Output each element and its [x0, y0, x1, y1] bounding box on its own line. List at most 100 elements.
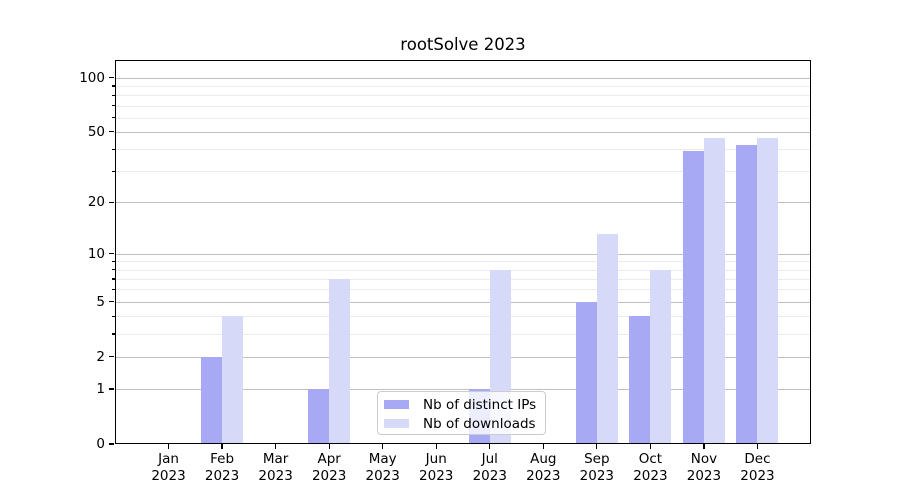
minor-gridline-30 [115, 171, 811, 173]
xtick-year-jul: 2023 [472, 468, 507, 484]
xtick-label-nov: Nov 2023 [669, 451, 739, 485]
ytick-minor-mark-7 [111, 278, 115, 280]
xtick-mark-sep [596, 444, 598, 449]
xtick-mark-jun [435, 444, 437, 449]
legend-swatch-distinct-ips [384, 400, 409, 409]
ytick-mark-0 [109, 443, 114, 445]
xtick-month-may: May [368, 451, 397, 467]
ytick-label-10: 10 [87, 245, 105, 262]
plot-area [115, 60, 811, 444]
minor-gridline-60 [115, 117, 811, 119]
xtick-mark-dec [756, 444, 759, 449]
xtick-year-jun: 2023 [419, 468, 454, 484]
bar-ips-oct [629, 316, 651, 444]
bar-downloads-sep [596, 234, 618, 444]
ytick-minor-mark-3 [111, 333, 115, 335]
legend-item-distinct-ips: Nb of distinct IPs [384, 395, 539, 414]
major-gridline-1 [115, 388, 811, 390]
xtick-year-feb: 2023 [204, 468, 240, 484]
minor-gridline-6 [115, 289, 811, 291]
xtick-mark-oct [649, 444, 651, 449]
major-gridline-50 [115, 131, 811, 133]
xtick-mark-feb [221, 444, 223, 449]
xtick-month-jun: Jun [425, 451, 447, 467]
bar-ips-dec [736, 145, 758, 444]
xtick-month-sep: Sep [584, 451, 610, 467]
bar-downloads-oct [650, 269, 672, 444]
legend-swatch-downloads [384, 419, 409, 428]
xtick-year-dec: 2023 [740, 468, 775, 484]
xtick-label-aug: Aug 2023 [508, 451, 578, 485]
xtick-mark-jan [167, 444, 170, 449]
xtick-mark-nov [703, 444, 705, 449]
ytick-minor-mark-40 [111, 148, 115, 150]
xtick-month-feb: Feb [210, 451, 235, 467]
ytick-mark-50 [109, 131, 114, 133]
ytick-minor-mark-90 [111, 85, 115, 87]
ytick-minor-mark-30 [111, 170, 115, 173]
xtick-label-jun: Jun 2023 [401, 451, 471, 485]
ytick-label-50: 50 [87, 123, 105, 140]
xtick-month-mar: Mar [262, 451, 289, 467]
ytick-mark-10 [109, 253, 114, 255]
legend: Nb of distinct IPs Nb of downloads [377, 391, 546, 435]
xtick-month-oct: Oct [638, 451, 663, 467]
ytick-mark-5 [109, 301, 114, 303]
ytick-minor-mark-8 [111, 269, 115, 271]
ytick-label-5: 5 [96, 293, 105, 310]
bar-downloads-feb [222, 316, 244, 444]
xtick-year-may: 2023 [365, 468, 400, 484]
minor-gridline-80 [115, 95, 811, 97]
xtick-month-jan: Jan [158, 451, 179, 467]
xtick-month-jul: Jul [481, 451, 498, 467]
xtick-label-oct: Oct 2023 [615, 451, 685, 485]
major-gridline-100 [115, 77, 811, 79]
ytick-mark-20 [109, 201, 114, 203]
major-gridline-20 [115, 202, 811, 204]
bar-ips-apr [308, 388, 330, 444]
xtick-year-aug: 2023 [526, 468, 561, 484]
xtick-label-may: May 2023 [348, 451, 418, 485]
xtick-mark-aug [542, 444, 544, 449]
xtick-mark-mar [275, 444, 277, 449]
legend-item-downloads: Nb of downloads [384, 414, 539, 433]
xtick-month-apr: Apr [317, 451, 341, 467]
xtick-mark-may [382, 444, 384, 449]
xtick-label-feb: Feb 2023 [187, 451, 257, 485]
ytick-minor-mark-6 [111, 288, 115, 291]
xtick-label-apr: Apr 2023 [294, 451, 364, 485]
bar-downloads-apr [329, 278, 351, 444]
ytick-label-20: 20 [87, 194, 105, 211]
xtick-year-sep: 2023 [579, 468, 615, 484]
ytick-label-2: 2 [96, 348, 105, 365]
chart-title: rootSolve 2023 [400, 35, 526, 54]
ytick-mark-1 [109, 388, 114, 390]
minor-gridline-7 [115, 278, 811, 280]
xtick-label-jan: Jan 2023 [134, 451, 204, 485]
bar-downloads-nov [703, 138, 725, 444]
xtick-label-jul: Jul 2023 [455, 451, 525, 485]
xtick-mark-apr [328, 444, 330, 449]
ytick-mark-2 [109, 356, 114, 358]
xtick-month-dec: Dec [744, 451, 771, 467]
xtick-month-nov: Nov [690, 451, 718, 467]
major-gridline-5 [115, 301, 811, 303]
xtick-year-jan: 2023 [151, 468, 186, 484]
xtick-mark-jul [489, 444, 491, 449]
minor-gridline-8 [115, 269, 811, 271]
bar-downloads-dec [757, 138, 779, 444]
bar-ips-nov [682, 151, 704, 444]
legend-label-downloads: Nb of downloads [423, 415, 536, 432]
ytick-minor-mark-70 [111, 105, 115, 107]
legend-label-distinct-ips: Nb of distinct IPs [423, 396, 537, 413]
ytick-label-100: 100 [79, 69, 105, 86]
ytick-minor-mark-9 [111, 260, 115, 262]
ytick-mark-100 [109, 76, 114, 79]
ytick-minor-mark-4 [111, 315, 115, 317]
bar-ips-feb [201, 356, 223, 444]
xtick-label-dec: Dec 2023 [722, 451, 792, 485]
xtick-month-aug: Aug [530, 451, 557, 467]
ytick-label-1: 1 [96, 380, 105, 397]
xtick-label-mar: Mar 2023 [241, 451, 311, 485]
